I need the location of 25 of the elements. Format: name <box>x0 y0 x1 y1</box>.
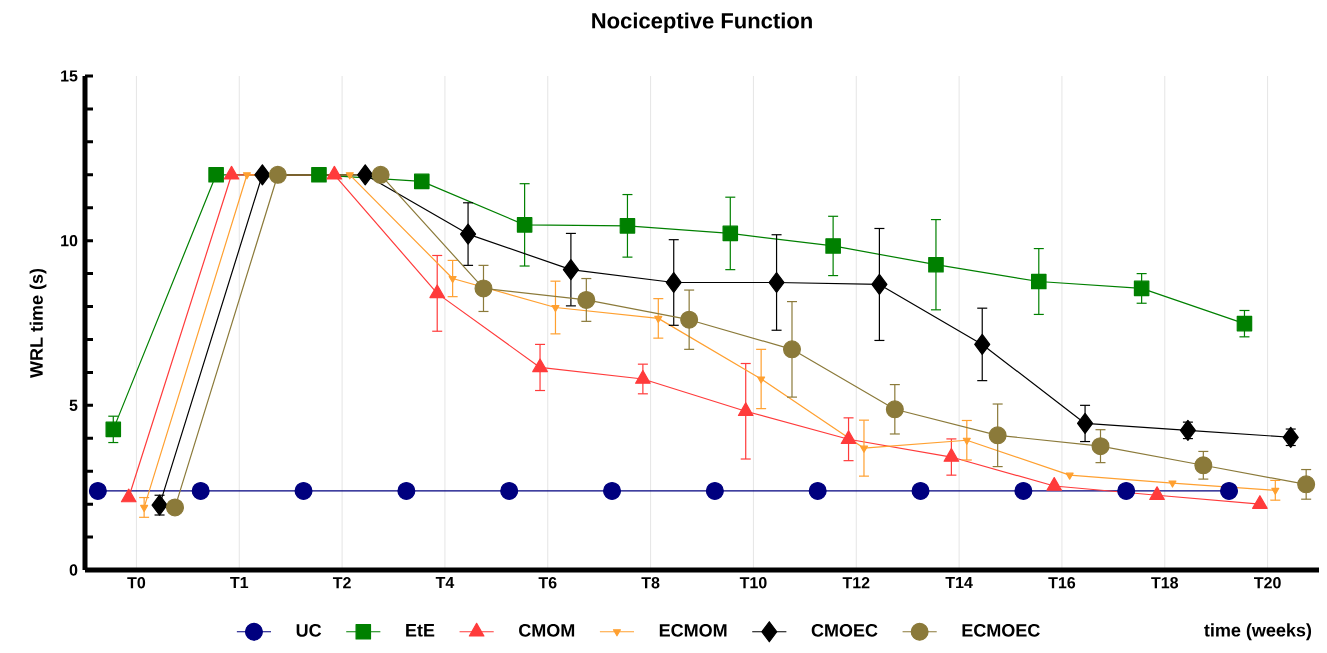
x-tick-label: T2 <box>332 577 351 589</box>
legend-label: EtE <box>406 624 435 637</box>
legend-label: CMOM <box>519 623 575 637</box>
x-tick-label: T20 <box>1254 577 1281 589</box>
x-tick-label: T1 <box>230 577 249 589</box>
x-axis-title: time (weeks) <box>1204 623 1312 641</box>
x-tick-label: T10 <box>739 577 767 589</box>
chart-title: Nociceptive Function <box>592 12 812 33</box>
x-tick-label: T0 <box>127 577 146 589</box>
y-tick-label: 10 <box>61 235 78 247</box>
x-tick-label: T4 <box>435 577 455 589</box>
x-tick-label: T12 <box>842 577 870 589</box>
y-tick-label: 15 <box>61 70 78 82</box>
y-tick-label: 0 <box>69 564 78 576</box>
legend-label: ECMOEC <box>962 623 1040 637</box>
y-tick-label: 5 <box>69 399 78 411</box>
legend-label: UC <box>296 623 322 637</box>
x-tick-label: T18 <box>1151 577 1179 589</box>
x-tick-label: T8 <box>641 577 660 589</box>
legend-label: ECMOM <box>659 623 727 637</box>
x-tick-label: T14 <box>945 577 973 589</box>
x-tick-label: T16 <box>1048 577 1076 589</box>
legend-label: CMOEC <box>811 623 878 637</box>
x-tick-label: T6 <box>538 577 557 589</box>
y-axis-title: WRL time (s) <box>29 268 47 378</box>
